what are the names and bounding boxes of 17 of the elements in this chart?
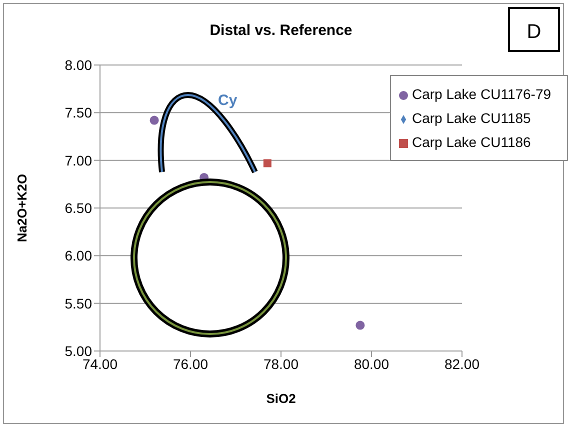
y-tick-label: 5.50 xyxy=(64,295,92,312)
x-tick-label: 76.00 xyxy=(172,356,208,372)
y-tick-label: 6.00 xyxy=(64,248,92,264)
y-tick-label: 8.00 xyxy=(64,56,92,73)
x-tick-label: 82.00 xyxy=(444,356,480,372)
legend-label: Carp Lake CU1186 xyxy=(412,134,531,150)
chart-title: Distal vs. Reference xyxy=(210,22,352,39)
text: D xyxy=(508,7,560,52)
y-tick-label: 7.00 xyxy=(64,152,92,168)
y-tick-label: 7.50 xyxy=(64,104,92,121)
y-axis-title: Na2O+K2O xyxy=(14,174,30,242)
legend-label: Carp Lake CU1185 xyxy=(412,110,531,126)
x-tick-label: 80.00 xyxy=(354,356,390,372)
y-tick-label: 6.50 xyxy=(64,200,92,216)
legend-label: Carp Lake CU1176-79 xyxy=(412,86,552,102)
x-tick-label: 78.00 xyxy=(263,356,299,372)
x-axis-title: SiO2 xyxy=(266,391,296,406)
